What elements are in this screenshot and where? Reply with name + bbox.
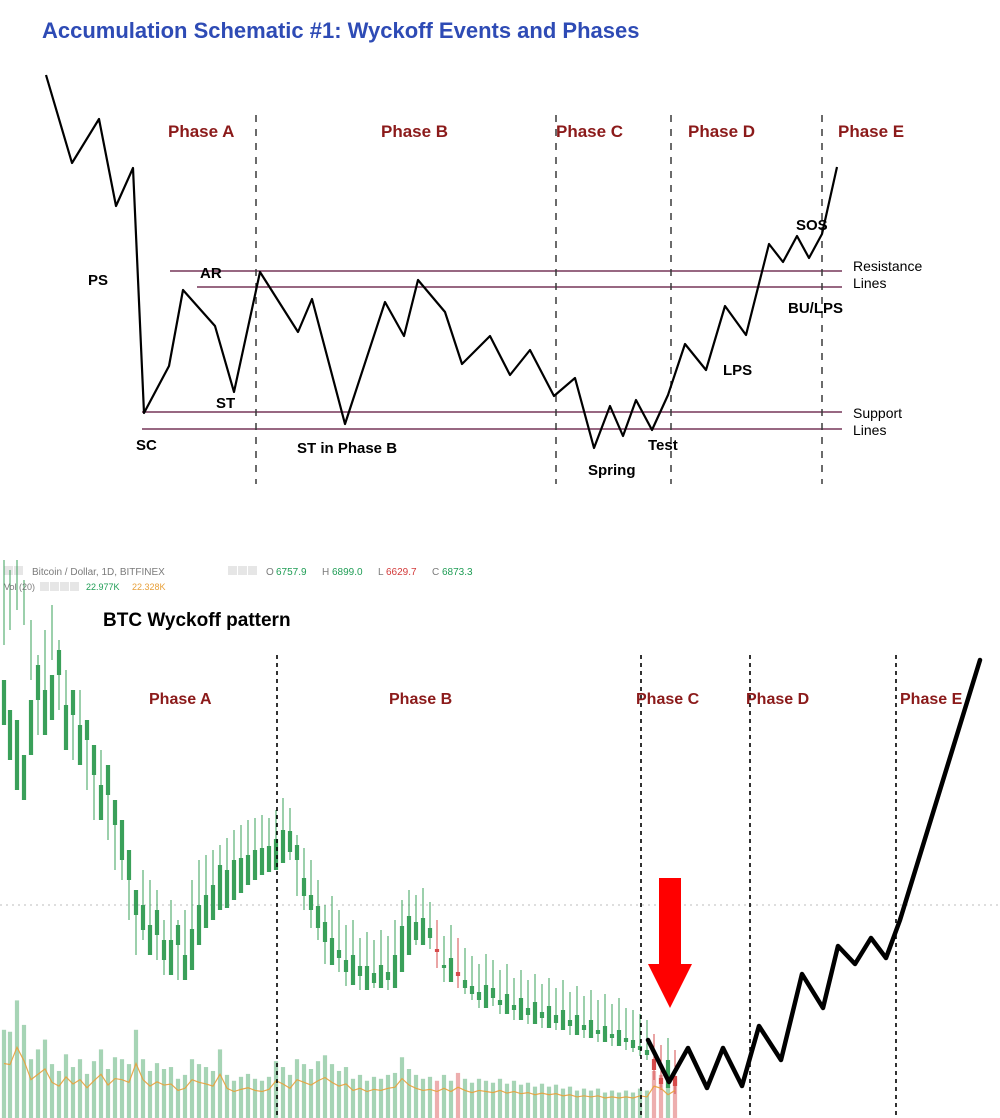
phase-label-a-top: Phase A — [168, 122, 234, 142]
phase-label-e-bot: Phase E — [900, 691, 962, 709]
phase-label-e-top: Phase E — [838, 122, 904, 142]
ohlc-c-val: 6873.3 — [442, 567, 473, 578]
ohlc-h-val: 6899.0 — [332, 567, 363, 578]
event-bu-lps: BU/LPS — [788, 300, 843, 317]
schematic-svg — [0, 0, 1000, 560]
phase-label-c-bot: Phase C — [636, 691, 699, 709]
wyckoff-schematic-panel: Accumulation Schematic #1: Wyckoff Event… — [0, 0, 1000, 560]
ohlc-l-val: 6629.7 — [386, 567, 417, 578]
phase-label-d-top: Phase D — [688, 122, 755, 142]
vol-indicator-label: Vol (20) — [4, 582, 35, 592]
btc-chart-svg — [0, 560, 1000, 1118]
event-ar: AR — [200, 265, 222, 282]
phase-label-b-top: Phase B — [381, 122, 448, 142]
vol-val-2: 22.328K — [132, 582, 166, 592]
phase-label-b-bot: Phase B — [389, 691, 452, 709]
event-sos: SOS — [796, 217, 828, 234]
phase-label-c-top: Phase C — [556, 122, 623, 142]
event-st-phase-b: ST in Phase B — [297, 440, 397, 457]
resistance-label-2: Lines — [853, 275, 886, 291]
ohlc-c-label: C — [432, 567, 439, 578]
event-ps: PS — [88, 272, 108, 289]
ohlc-h-label: H — [322, 567, 329, 578]
resistance-label-1: Resistance — [853, 258, 922, 274]
btc-chart-panel: Bitcoin / Dollar, 1D, BITFINEX O 6757.9 … — [0, 560, 1000, 1118]
ohlc-o-label: O — [266, 567, 274, 578]
phase-label-d-bot: Phase D — [746, 691, 809, 709]
event-test: Test — [648, 437, 678, 454]
event-lps: LPS — [723, 362, 752, 379]
support-label-2: Lines — [853, 422, 886, 438]
event-st: ST — [216, 395, 235, 412]
event-spring: Spring — [588, 462, 636, 479]
ohlc-o-val: 6757.9 — [276, 567, 307, 578]
phase-label-a-bot: Phase A — [149, 691, 212, 709]
support-label-1: Support — [853, 405, 902, 421]
chart-pair-text: Bitcoin / Dollar, 1D, BITFINEX — [32, 567, 165, 578]
event-sc: SC — [136, 437, 157, 454]
btc-wyckoff-title: BTC Wyckoff pattern — [103, 610, 291, 632]
ohlc-l-label: L — [378, 567, 384, 578]
vol-val-1: 22.977K — [86, 582, 120, 592]
